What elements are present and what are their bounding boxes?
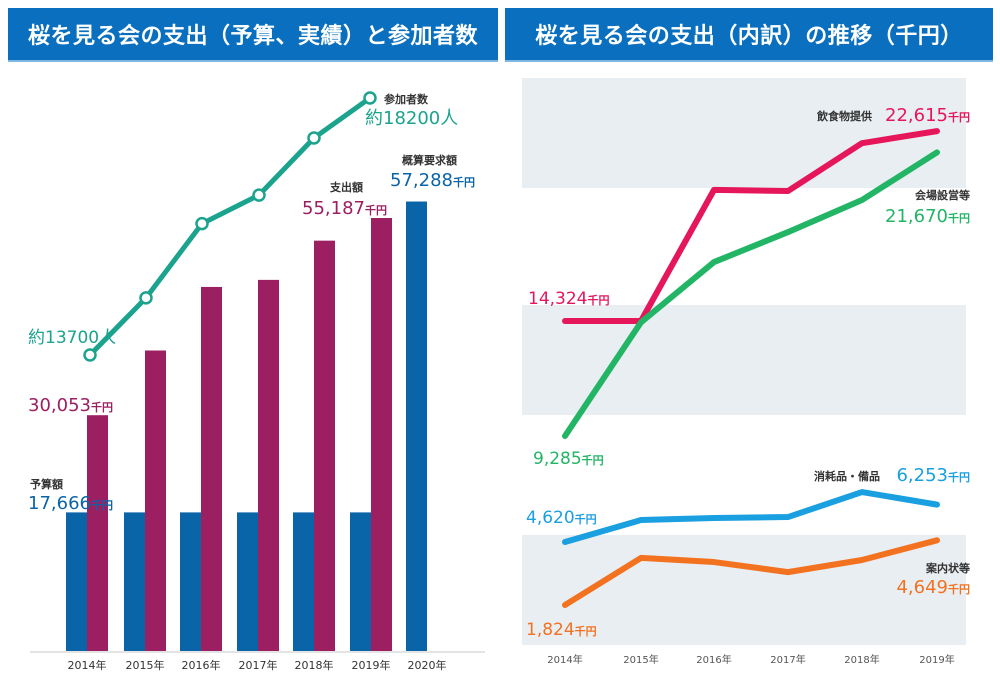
x-tick-label: 2018年	[844, 653, 879, 666]
x-tick-label: 2014年	[547, 653, 582, 666]
supplies-start-value-unit: 千円	[575, 512, 597, 526]
attendees-point	[139, 291, 153, 305]
venue-end-value-number: 21,670	[885, 206, 948, 227]
request-2020-label-number: 57,288	[390, 170, 453, 191]
venue-start-value: 9,285千円	[533, 449, 604, 469]
request-2020-label-unit: 千円	[453, 175, 475, 189]
x-tick-label: 2019年	[352, 658, 391, 672]
x-tick-label: 2015年	[623, 653, 658, 666]
budget-bar	[124, 512, 145, 651]
budget-bar	[350, 512, 371, 651]
left-chart-title: 桜を見る会の支出（予算、実績）と参加者数	[8, 8, 498, 60]
spending-bar	[314, 240, 335, 651]
spending-legend-label: 支出額	[329, 180, 363, 194]
request-bar	[406, 201, 427, 651]
spending-bar	[201, 286, 222, 651]
attendees-2019-label: 約18200人	[365, 108, 458, 129]
right-chart-svg: 飲食物提供 22,615千円14,324千円会場設営等21,670千円9,285千…	[522, 78, 970, 666]
supplies-line	[562, 489, 940, 545]
attendees-point	[363, 91, 377, 105]
left-chart-svg: 2014年 2015年 2016年 2017年 2018年 2019年 2020年 参加者数約…	[28, 91, 485, 672]
spending-bar	[258, 279, 279, 651]
supplies-end-value: 6,253千円	[896, 465, 970, 486]
budget-legend-label: 予算額	[30, 477, 63, 491]
attendees-point	[83, 348, 97, 362]
spending-2014-label: 30,053千円	[28, 395, 113, 416]
spending-bar	[145, 350, 166, 651]
x-tick-label: 2016年	[696, 653, 731, 666]
food-end-value-unit: 千円	[948, 110, 970, 124]
attendees-point	[252, 188, 266, 202]
right-chart-title: 桜を見る会の支出（内訳）の推移（千円）	[505, 8, 993, 60]
attendees-line	[88, 95, 372, 357]
budget-bar	[293, 512, 314, 651]
attendees-point	[307, 131, 321, 145]
x-tick-label: 2018年	[295, 658, 334, 672]
food-start-value: 14,324千円	[528, 289, 609, 309]
spending-2014-label-unit: 千円	[91, 400, 113, 414]
venue-end-value: 21,670千円	[885, 206, 970, 227]
x-tick-label: 2016年	[182, 658, 221, 672]
budget-value-label-unit: 千円	[91, 498, 113, 512]
x-tick-label: 2020年	[408, 658, 447, 672]
spending-2019-label-unit: 千円	[365, 203, 387, 217]
attendees-2014-label: 約13700人	[28, 328, 116, 348]
budget-value-label-number: 17,666	[28, 493, 91, 514]
venue-end-value-unit: 千円	[948, 211, 970, 225]
invitation-series-label: 案内状等	[925, 561, 970, 575]
invitation-end-value-number: 4,649	[896, 577, 948, 598]
invitation-end-value-unit: 千円	[948, 582, 970, 596]
x-tick-label: 2015年	[126, 658, 165, 672]
invitation-line	[562, 537, 940, 608]
attendees-legend-label: 参加者数	[384, 92, 429, 106]
supplies-start-value-number: 4,620	[526, 508, 575, 528]
request-legend-label: 概算要求額	[402, 153, 457, 167]
venue-start-value-number: 9,285	[533, 449, 582, 469]
right-chart-panel: 桜を見る会の支出（内訳）の推移（千円） 飲食物提供 22,615千円 14,324千…	[500, 0, 1000, 690]
attendees-point	[195, 216, 209, 231]
budget-bar	[66, 512, 87, 651]
spending-bar	[371, 218, 392, 651]
venue-line	[562, 149, 940, 439]
invitation-start-value-unit: 千円	[575, 624, 597, 638]
food-start-value-number: 14,324	[528, 289, 587, 309]
x-tick-label: 2017年	[239, 658, 278, 672]
food-end-value-number: 22,615	[885, 105, 948, 126]
spending-2019-label-number: 55,187	[302, 198, 365, 219]
venue-start-value-unit: 千円	[582, 453, 604, 467]
food-end-value: 22,615千円	[885, 105, 970, 126]
supplies-end-value-number: 6,253	[896, 465, 948, 486]
food-series-label: 飲食物提供	[816, 109, 872, 123]
x-tick-label: 2014年	[68, 658, 107, 672]
budget-bar	[180, 512, 201, 651]
invitation-start-value: 1,824千円	[526, 620, 597, 640]
x-tick-label: 2019年	[919, 653, 954, 666]
budget-bar	[237, 512, 258, 651]
spending-2014-label-number: 30,053	[28, 395, 91, 416]
spending-bar	[87, 415, 108, 651]
left-chart-panel: 桜を見る会の支出（予算、実績）と参加者数 2014年 2015年 2016年 2017…	[8, 8, 498, 672]
venue-series-label: 会場設営等	[915, 188, 970, 202]
budget-value-label: 17,666千円	[28, 493, 113, 514]
supplies-end-value-unit: 千円	[948, 470, 970, 484]
request-2020-label: 57,288千円	[390, 170, 475, 191]
grid-band	[522, 78, 966, 188]
food-start-value-unit: 千円	[587, 293, 609, 307]
invitation-end-value: 4,649千円	[896, 577, 970, 598]
invitation-start-value-number: 1,824	[526, 620, 575, 640]
supplies-series-label: 消耗品・備品	[814, 469, 880, 483]
x-tick-label: 2017年	[770, 653, 805, 666]
supplies-start-value: 4,620千円	[526, 508, 597, 528]
food-line	[562, 128, 940, 324]
spending-2019-label: 55,187千円	[302, 198, 387, 219]
